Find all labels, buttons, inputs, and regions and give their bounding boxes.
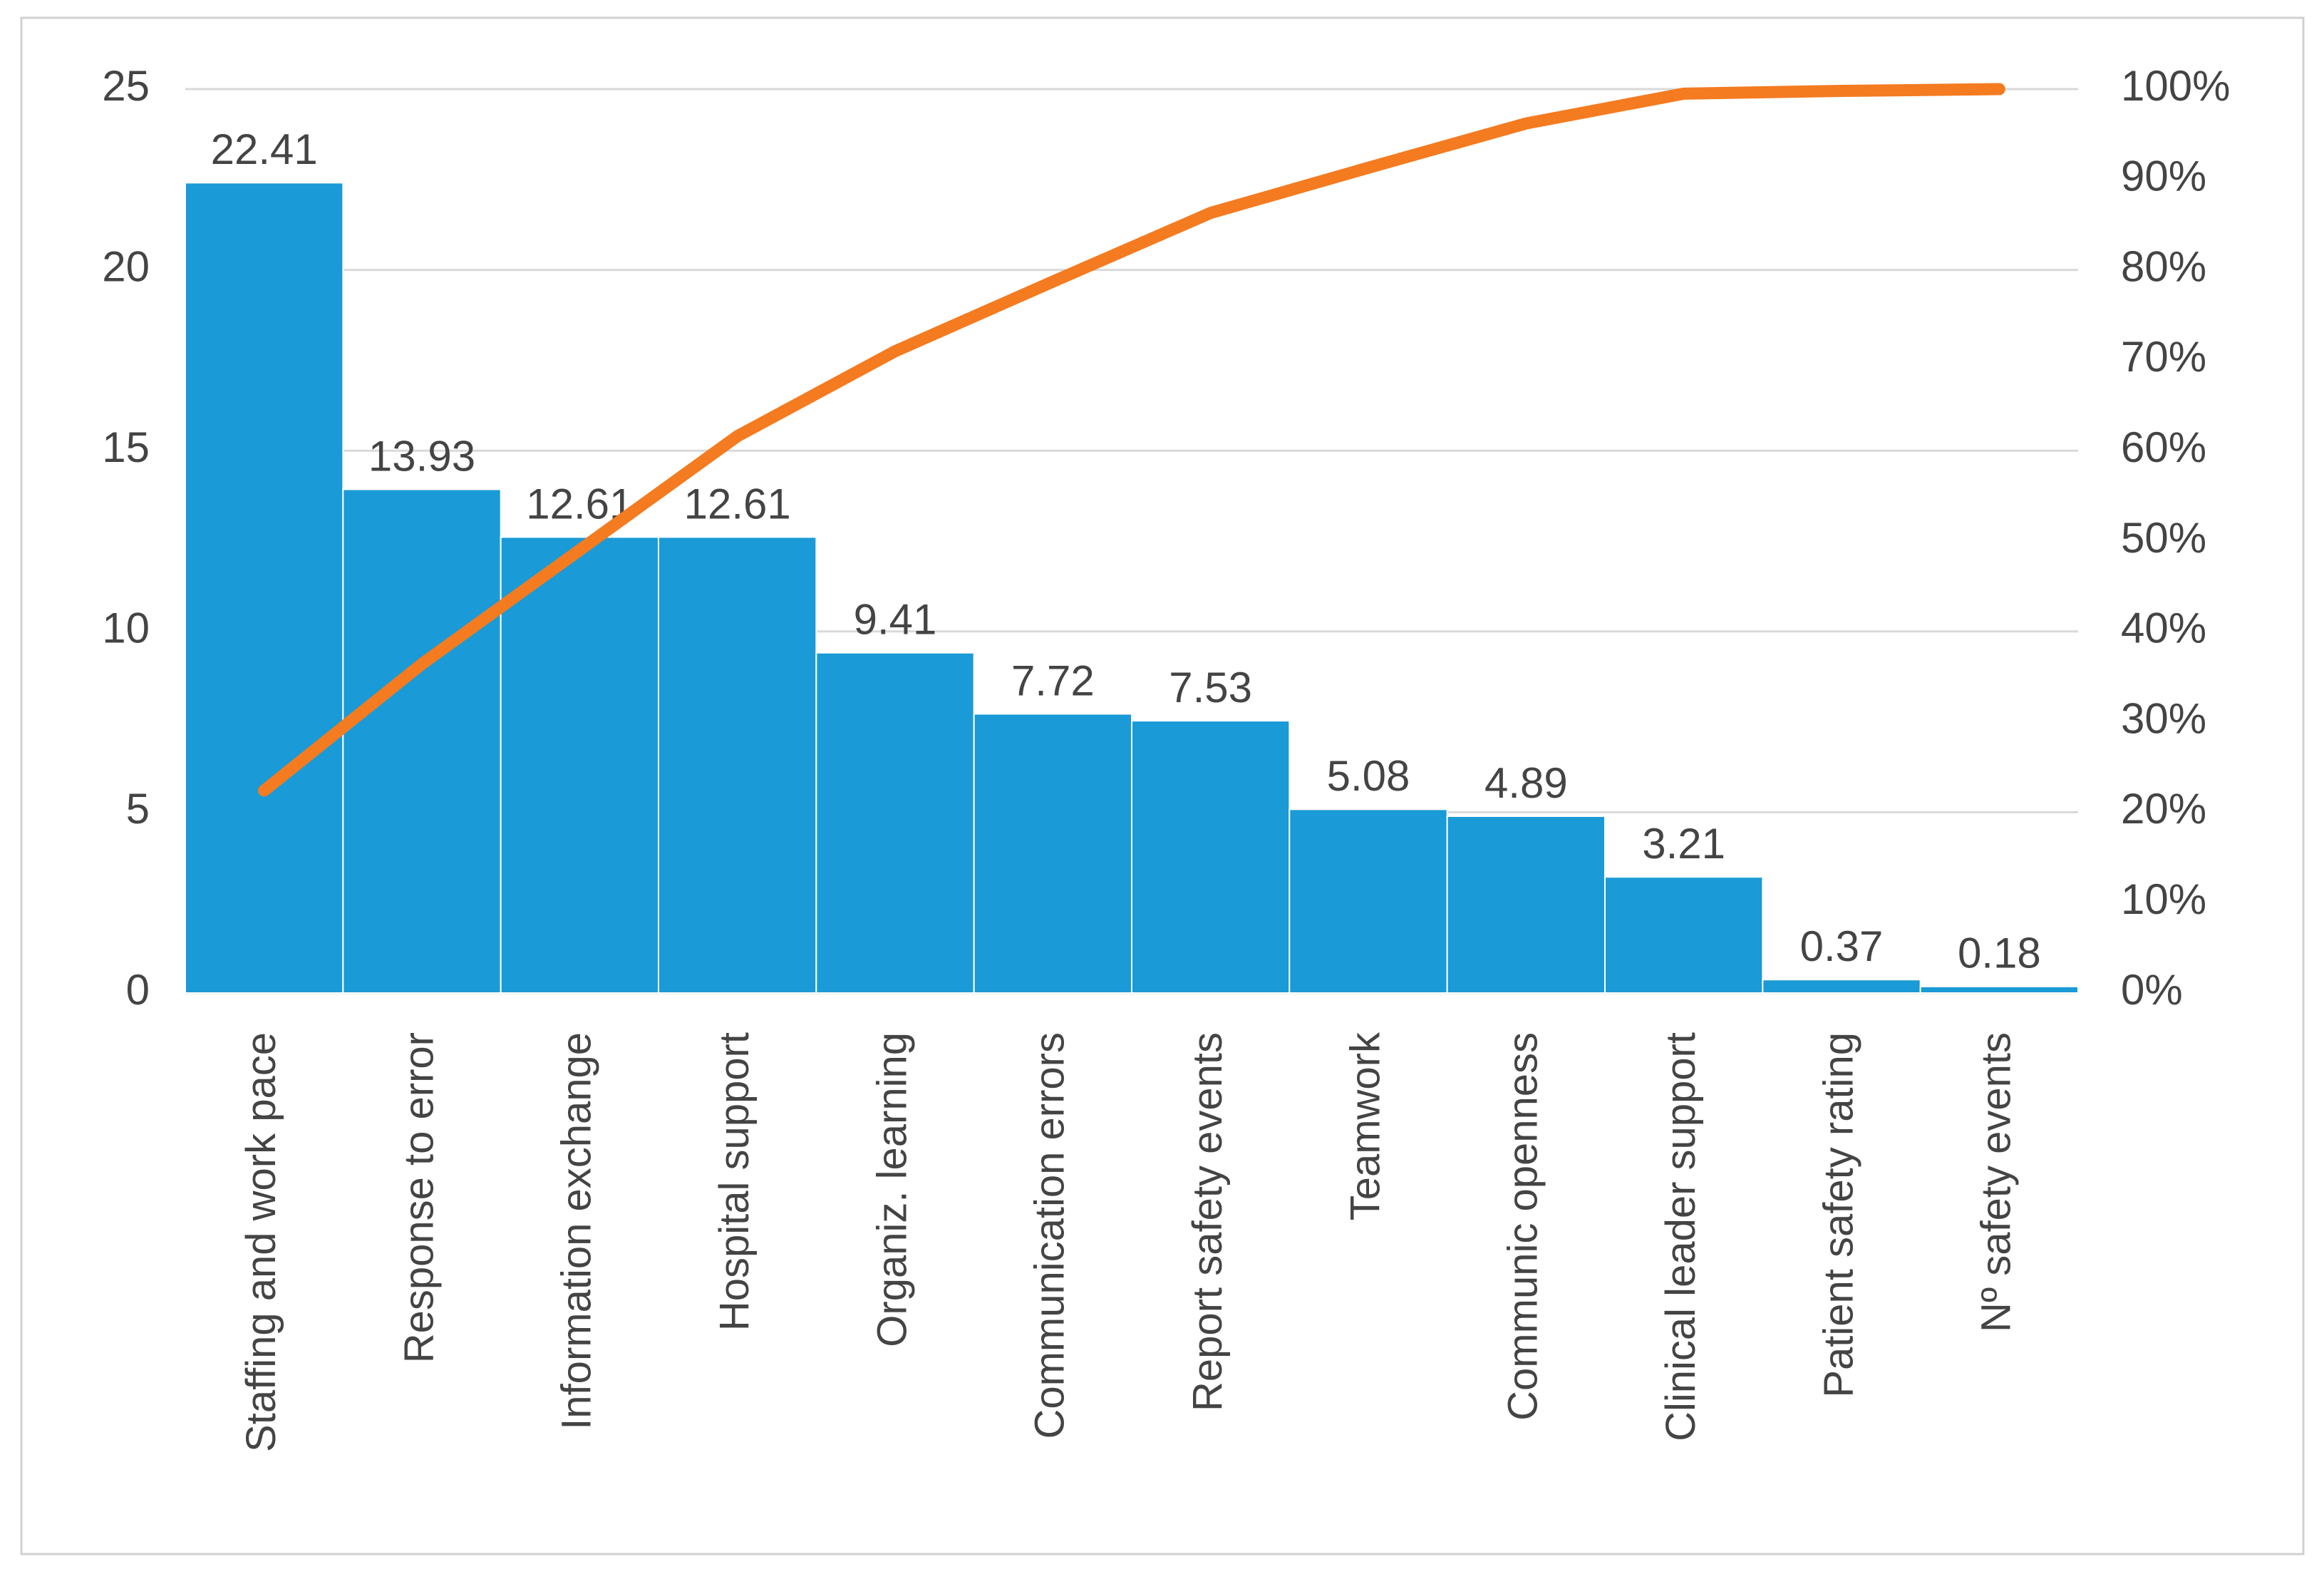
data-label: 4.89 (1484, 759, 1568, 807)
x-tick-label: Nº safety events (1973, 1032, 2020, 1332)
data-label: 5.08 (1327, 752, 1410, 800)
bar (500, 536, 660, 994)
x-tick-label: Information exchange (554, 1032, 600, 1430)
data-label: 9.41 (854, 596, 937, 644)
y-tick-label: 15 (102, 423, 150, 471)
bar (1446, 815, 1606, 994)
bar (1762, 979, 1921, 994)
y2-tick-label: 50% (2121, 514, 2206, 562)
y-tick-label: 20 (102, 242, 150, 290)
data-label: 0.37 (1800, 922, 1884, 970)
y-tick-label: 5 (126, 785, 150, 833)
bar (1131, 720, 1291, 994)
bar (1919, 985, 2080, 994)
y2-tick-label: 60% (2121, 423, 2206, 471)
x-tick-label: Hospital support (711, 1032, 758, 1331)
bar (1288, 808, 1448, 994)
x-tick-label: Report safety events (1184, 1032, 1231, 1411)
data-label: 13.93 (368, 432, 475, 480)
data-label: 7.53 (1169, 664, 1252, 711)
bar (658, 536, 817, 994)
data-label: 12.61 (684, 480, 791, 528)
y2-tick-label: 90% (2121, 153, 2206, 200)
x-tick-label: Communic openness (1500, 1032, 1546, 1421)
y-tick-label: 25 (102, 62, 150, 110)
x-tick-label: Clinical leader support (1658, 1032, 1704, 1441)
x-tick-label: Staffing and work pace (238, 1032, 284, 1452)
y2-tick-label: 0% (2121, 966, 2183, 1014)
y2-tick-label: 40% (2121, 605, 2206, 652)
y2-tick-label: 30% (2121, 694, 2206, 742)
data-label: 0.18 (1958, 930, 2041, 977)
bar (342, 488, 502, 994)
y-tick-label: 10 (102, 605, 150, 652)
bar (1604, 876, 1764, 994)
x-tick-label: Teamwork (1342, 1032, 1388, 1220)
x-tick-label: Organiz. learning (869, 1032, 915, 1347)
bar (973, 713, 1132, 994)
y2-tick-label: 20% (2121, 785, 2206, 833)
data-label: 22.41 (211, 125, 318, 173)
y2-tick-label: 70% (2121, 333, 2206, 381)
y-tick-label: 0 (126, 966, 150, 1014)
bar (185, 182, 344, 994)
y2-tick-label: 10% (2121, 875, 2206, 923)
y2-tick-label: 100% (2121, 62, 2230, 110)
data-label: 7.72 (1011, 657, 1095, 704)
x-tick-label: Response to error (396, 1032, 442, 1363)
bar (815, 652, 975, 994)
data-label: 3.21 (1642, 820, 1725, 868)
x-tick-label: Patient safety rating (1815, 1032, 1861, 1398)
x-tick-label: Communication errors (1027, 1032, 1073, 1439)
y2-tick-label: 80% (2121, 242, 2206, 290)
cumulative-line (258, 83, 2005, 797)
